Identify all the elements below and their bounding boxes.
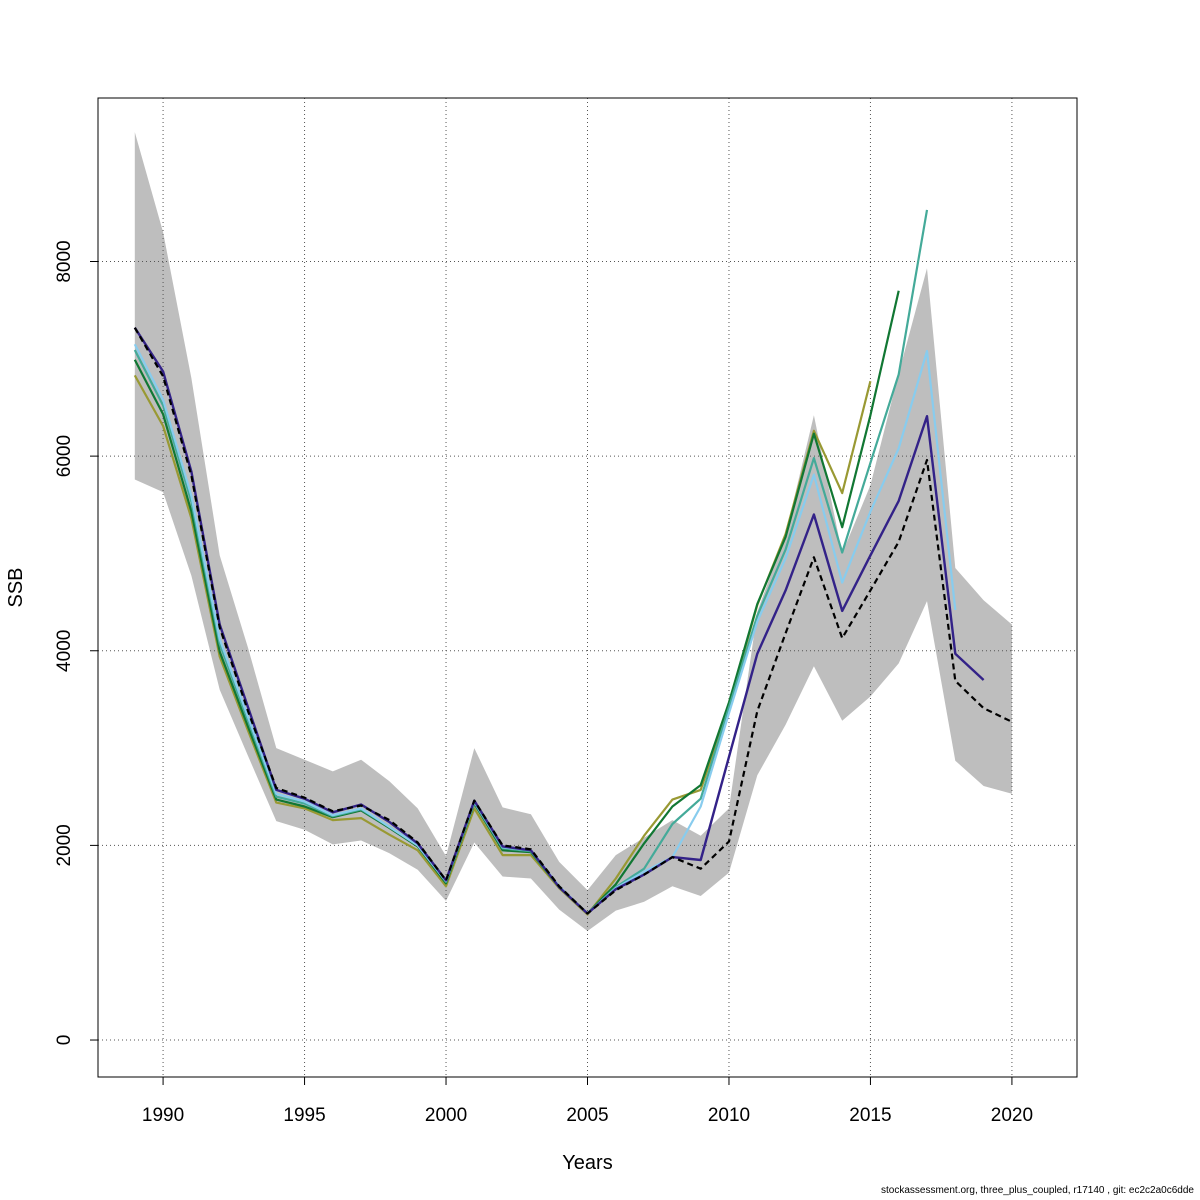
y-tick-label: 2000 [54,824,75,866]
y-tick-label: 4000 [54,630,75,672]
series-line-6 [133,327,1013,915]
x-axis: 1990 1995 2000 2005 2010 2015 2020 [142,1077,1033,1126]
x-tick-label: 2005 [566,1105,608,1126]
x-tick-label: 2020 [991,1105,1033,1126]
series-line-2 [133,290,900,915]
x-tick-label: 2015 [849,1105,891,1126]
x-tick-label: 1990 [142,1105,184,1126]
confidence-band [134,132,1012,932]
x-tick-label: 2000 [425,1105,467,1126]
y-tick-label: 8000 [54,240,75,282]
y-tick-label: 0 [54,1035,75,1046]
x-axis-label: Years [562,1152,612,1174]
series-lines [133,209,1013,916]
y-axis: 0 2000 4000 6000 8000 [54,240,98,1045]
x-tick-label: 1995 [283,1105,325,1126]
footer-credit: stockassessment.org, three_plus_coupled,… [881,1185,1194,1196]
y-axis-label: SSB [5,567,27,607]
x-tick-label: 2010 [708,1105,750,1126]
y-tick-label: 6000 [54,435,75,477]
confidence-band-area [134,132,1012,932]
